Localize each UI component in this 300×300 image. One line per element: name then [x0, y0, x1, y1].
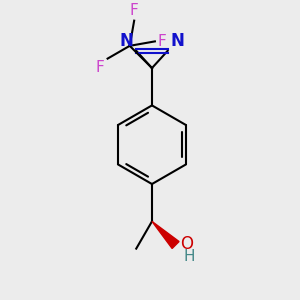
- Text: O: O: [181, 235, 194, 253]
- Text: F: F: [130, 3, 139, 18]
- Text: N: N: [119, 32, 133, 50]
- Polygon shape: [152, 221, 179, 248]
- Text: H: H: [184, 249, 195, 264]
- Text: N: N: [171, 32, 184, 50]
- Text: F: F: [158, 34, 167, 49]
- Text: F: F: [96, 60, 105, 75]
